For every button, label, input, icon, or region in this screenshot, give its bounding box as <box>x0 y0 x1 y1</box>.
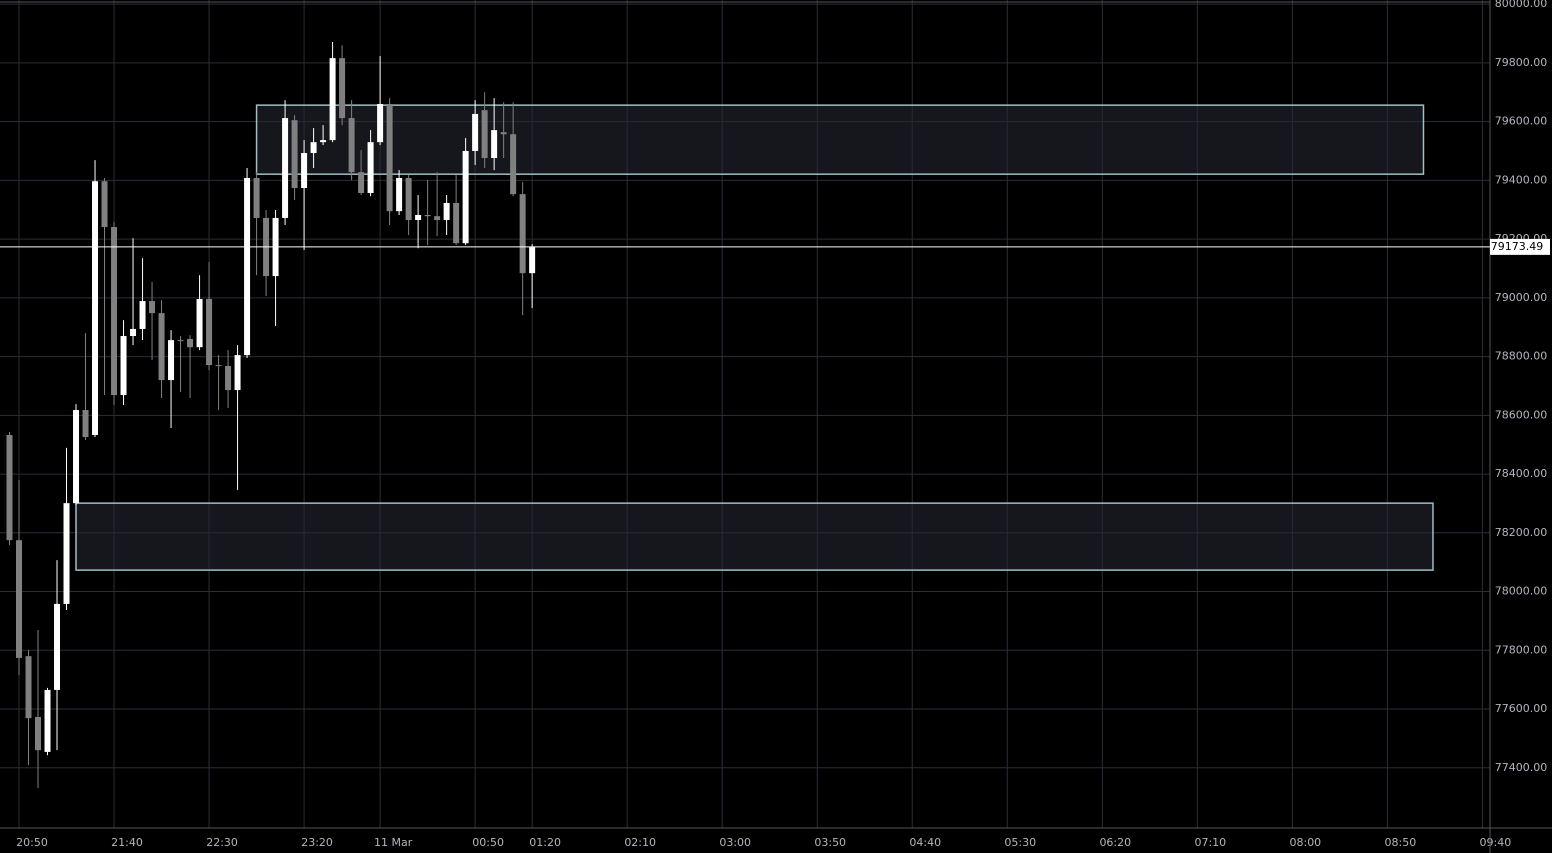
candle-body <box>111 227 118 396</box>
candle-body <box>415 215 422 220</box>
last-price-label: 79173.49 <box>1491 240 1544 253</box>
candle-body <box>424 215 431 217</box>
candle-body <box>16 540 23 658</box>
candle-body <box>491 130 498 159</box>
y-tick-label: 77600.00 <box>1495 702 1548 715</box>
candle-body <box>187 338 194 348</box>
candle-body <box>82 410 89 438</box>
candle-body <box>348 118 355 173</box>
candle-body <box>291 120 298 188</box>
candle-body <box>481 110 488 159</box>
x-tick-label: 20:50 <box>16 836 48 849</box>
x-tick-label: 06:20 <box>1099 836 1131 849</box>
y-tick-label: 79600.00 <box>1495 115 1548 128</box>
candle-body <box>329 58 336 141</box>
candle-body <box>519 194 526 274</box>
candle-body <box>377 103 384 143</box>
candle-body <box>73 410 80 504</box>
x-tick-label: 05:30 <box>1004 836 1036 849</box>
candle-body <box>453 202 460 244</box>
y-tick-label: 78200.00 <box>1495 526 1548 539</box>
x-tick-label: 07:10 <box>1194 836 1226 849</box>
candle-body <box>177 340 184 342</box>
candle-body <box>510 134 517 195</box>
y-tick-label: 78600.00 <box>1495 408 1548 421</box>
zone <box>75 502 1434 571</box>
y-tick-label: 78800.00 <box>1495 350 1548 363</box>
candle-body <box>320 140 327 143</box>
candle-body <box>215 365 222 367</box>
y-tick-label: 79400.00 <box>1495 173 1548 186</box>
candle-body <box>310 142 317 154</box>
x-tick-label: 09:40 <box>1480 836 1512 849</box>
y-tick-label: 77800.00 <box>1495 643 1548 656</box>
candle-body <box>6 435 13 541</box>
x-tick-label: 22:30 <box>206 836 238 849</box>
y-tick-label: 77400.00 <box>1495 761 1548 774</box>
candle-body <box>63 503 70 604</box>
y-tick-label: 80000.00 <box>1495 0 1548 10</box>
candle-body <box>196 299 203 348</box>
candle-body <box>225 365 232 391</box>
candle-body <box>44 689 51 752</box>
candle-body <box>158 313 165 381</box>
x-tick-label: 00:50 <box>472 836 504 849</box>
candle-body <box>462 150 469 244</box>
candle-body <box>396 177 403 212</box>
candle-body <box>282 118 289 218</box>
x-tick-label: 21:40 <box>111 836 143 849</box>
candle-body <box>130 328 137 337</box>
candle-body <box>234 355 241 391</box>
candle-body <box>339 58 346 119</box>
x-tick-label: 03:50 <box>814 836 846 849</box>
candle-body <box>386 103 393 212</box>
candle-body <box>405 177 412 220</box>
x-tick-label: 01:20 <box>529 836 561 849</box>
candle-body <box>101 181 108 228</box>
candle-body <box>168 340 175 381</box>
x-tick-label: 11 Mar <box>374 836 413 849</box>
candle-body <box>301 153 308 188</box>
candle-body <box>120 336 127 396</box>
candle-body <box>35 716 42 751</box>
candle-body <box>244 177 251 356</box>
candle-body <box>139 301 146 329</box>
candle-body <box>206 299 213 366</box>
candle-body <box>25 656 32 719</box>
candle-body <box>253 177 260 218</box>
zone <box>255 104 1425 175</box>
y-tick-label: 79800.00 <box>1495 56 1548 69</box>
candle-body <box>472 113 479 151</box>
candle-body <box>443 202 450 220</box>
y-tick-label: 78400.00 <box>1495 467 1548 480</box>
candle-body <box>92 181 99 436</box>
candle-body <box>367 142 374 193</box>
last-price-box <box>1490 238 1550 255</box>
x-tick-label: 03:00 <box>719 836 751 849</box>
x-tick-label: 04:40 <box>909 836 941 849</box>
candle-body <box>149 301 156 314</box>
x-tick-label: 02:10 <box>624 836 656 849</box>
candle-body <box>54 603 61 690</box>
candle-body <box>500 132 507 135</box>
candle-body <box>358 172 365 193</box>
y-tick-label: 79000.00 <box>1495 291 1548 304</box>
x-tick-label: 08:50 <box>1385 836 1417 849</box>
y-tick-label: 78000.00 <box>1495 585 1548 598</box>
x-tick-label: 23:20 <box>301 836 333 849</box>
candle-body <box>529 246 536 274</box>
candle-body <box>434 216 441 220</box>
x-tick-label: 08:00 <box>1289 836 1321 849</box>
